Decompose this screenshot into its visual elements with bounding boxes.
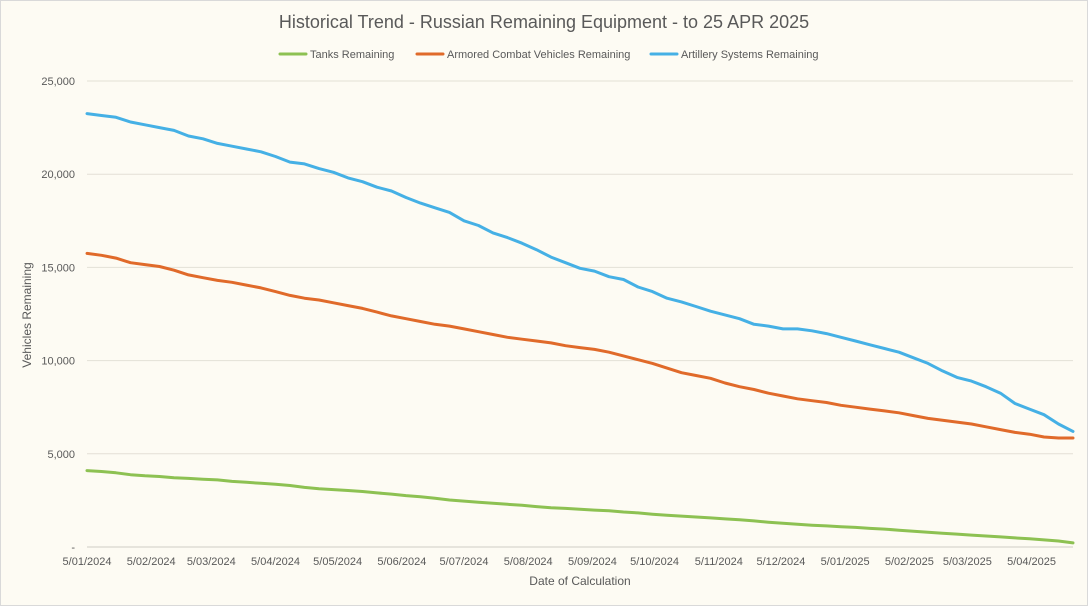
x-tick-label: 5/10/2024	[630, 556, 679, 568]
x-tick-label: 5/06/2024	[377, 556, 426, 568]
legend-label: Artillery Systems Remaining	[681, 49, 819, 61]
y-axis-ticks: - 5,000 10,000 15,000 20,000 25,000	[41, 76, 75, 554]
x-tick-label: 5/04/2024	[251, 556, 300, 568]
legend: Tanks Remaining Armored Combat Vehicles R…	[278, 49, 819, 61]
x-tick-label: 5/08/2024	[504, 556, 553, 568]
x-axis-title: Date of Calculation	[529, 574, 630, 588]
x-tick-label: 5/09/2024	[568, 556, 617, 568]
y-tick-label: 20,000	[41, 169, 75, 181]
legend-label: Armored Combat Vehicles Remaining	[447, 49, 630, 61]
legend-item-1: Tanks Remaining	[278, 49, 394, 61]
legend-label: Tanks Remaining	[310, 49, 394, 61]
y-axis-title: Vehicles Remaining	[20, 262, 34, 367]
y-tick-label: 15,000	[41, 262, 75, 274]
series-line-2	[85, 251, 1075, 440]
y-tick-label: 25,000	[41, 76, 75, 88]
x-tick-label: 5/12/2024	[756, 556, 805, 568]
y-tick-label: 10,000	[41, 356, 75, 368]
series-lines	[85, 112, 1075, 545]
x-tick-label: 5/03/2025	[943, 556, 992, 568]
x-axis-ticks: 5/01/2024 5/02/2024 5/03/2024 5/04/2024 5/05…	[63, 556, 1057, 568]
x-tick-label: 5/04/2025	[1007, 556, 1056, 568]
y-tick-label: 5,000	[47, 449, 75, 461]
y-tick-label: -	[71, 542, 75, 554]
series-line-1	[85, 469, 1075, 545]
x-tick-label: 5/02/2025	[885, 556, 934, 568]
series-line-3	[85, 112, 1075, 433]
x-tick-label: 5/03/2024	[187, 556, 236, 568]
legend-item-2: Armored Combat Vehicles Remaining	[415, 49, 630, 61]
legend-item-3: Artillery Systems Remaining	[649, 49, 819, 61]
x-tick-label: 5/02/2024	[127, 556, 176, 568]
chart-title: Historical Trend - Russian Remaining Equ…	[279, 12, 809, 32]
x-tick-label: 5/01/2024	[63, 556, 112, 568]
x-tick-label: 5/01/2025	[821, 556, 870, 568]
x-tick-label: 5/11/2024	[695, 556, 743, 568]
x-tick-label: 5/07/2024	[440, 556, 489, 568]
x-tick-label: 5/05/2024	[313, 556, 362, 568]
